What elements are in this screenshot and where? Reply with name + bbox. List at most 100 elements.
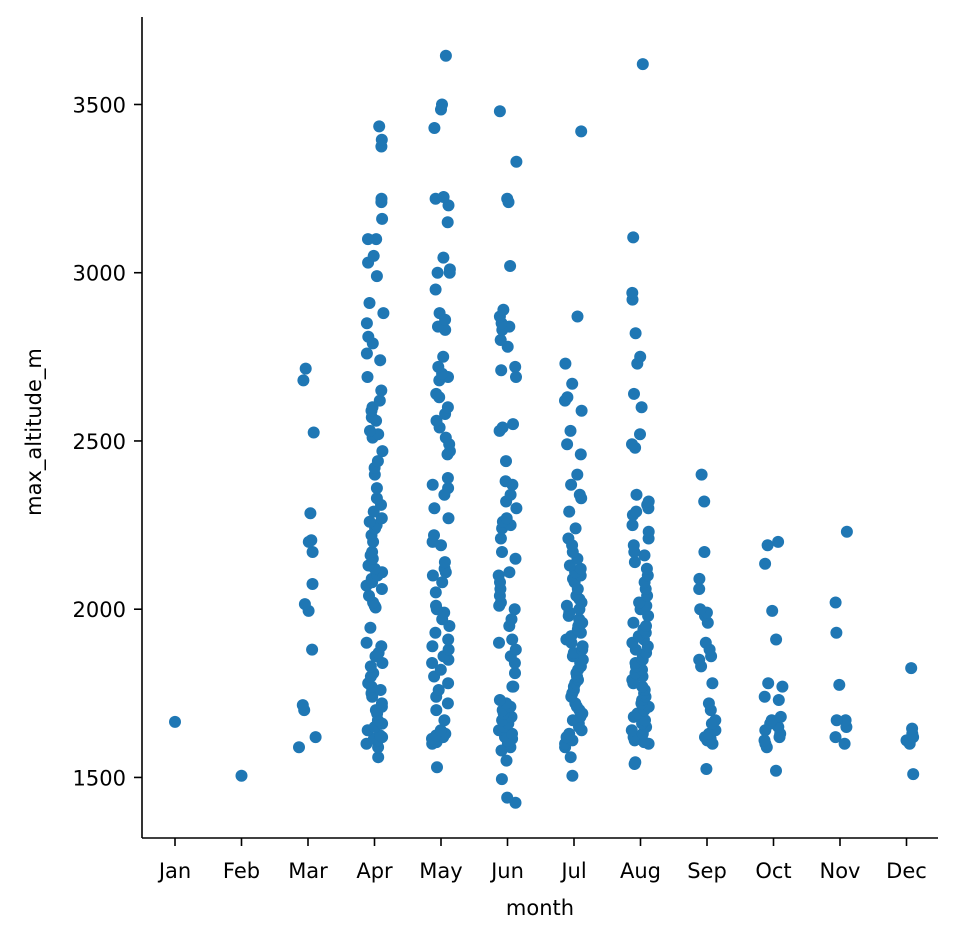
data-point-may-13 [432,684,445,696]
data-point-apr-72 [360,317,373,330]
data-point-aug-60 [642,495,655,508]
x-tick-label-mar: Mar [288,859,328,883]
data-point-may-74 [436,98,448,111]
data-point-jan-0 [169,715,181,728]
x-tick-label-nov: Nov [820,859,861,883]
data-point-sep-24 [698,546,711,558]
data-point-apr-43 [366,546,379,558]
data-point-jul-62 [565,478,578,491]
data-point-jul-61 [573,488,586,501]
data-point-jun-58 [509,360,522,373]
data-point-jun-46 [500,512,513,525]
data-point-may-68 [441,216,454,229]
data-point-jun-21 [493,694,506,706]
data-point-jun-38 [492,569,505,582]
data-point-aug-48 [640,562,653,575]
data-point-dec-6 [905,662,918,675]
data-point-jul-31 [576,640,589,653]
data-point-apr-74 [363,297,376,309]
x-tick-label-may: May [419,859,462,883]
data-point-apr-68 [374,354,387,367]
data-point-nov-5 [833,678,846,691]
data-point-may-11 [441,697,454,710]
data-point-jun-65 [497,303,510,316]
data-point-sep-11 [702,697,715,710]
data-point-sep-26 [695,468,708,481]
data-point-may-20 [442,643,455,656]
x-tick-label-aug: Aug [620,859,661,883]
data-point-apr-22 [364,660,377,673]
data-point-apr-66 [375,384,388,397]
data-point-may-41 [442,482,455,495]
data-point-aug-50 [638,549,651,562]
data-point-jun-69 [510,155,523,168]
data-point-nov-1 [829,731,842,744]
x-tick-label-jul: Jul [559,859,586,883]
x-tick-label-jun: Jun [489,859,524,883]
data-point-may-63 [429,283,442,296]
data-point-oct-18 [761,539,774,552]
data-point-nov-8 [840,525,853,538]
data-point-may-47 [439,431,452,444]
data-point-jun-51 [499,475,512,488]
data-point-apr-60 [364,424,376,437]
data-point-jun-2 [495,773,508,786]
data-point-jun-55 [507,418,519,431]
data-point-apr-0 [372,751,385,764]
data-point-apr-75 [370,270,383,283]
data-point-aug-39 [627,616,640,629]
data-point-oct-13 [776,680,789,693]
data-point-jul-52 [574,562,587,575]
data-point-aug-63 [626,438,638,451]
data-point-jul-70 [566,377,579,390]
data-point-sep-25 [698,495,711,508]
data-point-aug-71 [626,286,639,299]
data-point-sep-9 [709,714,722,727]
x-tick-label-sep: Sep [687,859,727,883]
data-point-jul-71 [559,357,572,370]
data-point-jun-40 [509,552,522,565]
data-point-jun-70 [493,105,506,118]
data-point-oct-14 [762,677,775,690]
data-point-jun-11 [506,727,518,740]
data-point-apr-52 [370,492,383,505]
data-point-may-14 [442,677,455,690]
data-point-mar-12 [307,426,320,439]
data-point-sep-14 [693,653,706,666]
data-point-nov-7 [829,596,842,609]
data-point-apr-17 [374,684,387,696]
data-point-aug-20 [636,680,649,693]
data-point-apr-32 [363,589,375,602]
data-point-may-57 [432,360,445,373]
data-point-may-75 [439,49,452,62]
data-point-jul-64 [574,448,587,461]
data-point-jun-28 [493,636,505,649]
data-point-jun-41 [496,546,508,558]
data-point-jun-31 [505,613,518,626]
data-point-jun-32 [508,603,521,616]
data-point-sep-17 [699,636,712,649]
data-point-may-38 [442,512,455,525]
data-point-jun-49 [504,488,517,501]
data-point-aug-49 [628,556,641,569]
data-point-apr-85 [373,120,386,133]
data-point-oct-0 [770,764,782,777]
data-point-mar-3 [296,699,309,712]
data-point-apr-33 [375,583,388,595]
data-point-nov-6 [830,626,843,639]
data-point-may-58 [437,350,450,363]
data-point-mar-6 [298,598,311,611]
data-point-sep-23 [693,572,706,585]
y-tick-label-3500: 3500 [73,93,126,117]
data-point-apr-69 [360,347,373,360]
data-point-jun-52 [500,455,512,468]
data-point-apr-82 [375,192,388,205]
y-tick-label-2500: 2500 [73,430,126,454]
data-point-apr-26 [375,640,388,653]
data-point-apr-84 [375,133,388,146]
data-point-mar-13 [297,374,310,387]
data-point-may-29 [429,586,442,599]
data-point-jun-54 [496,421,509,434]
data-point-oct-17 [759,557,772,570]
data-point-aug-55 [626,519,639,532]
